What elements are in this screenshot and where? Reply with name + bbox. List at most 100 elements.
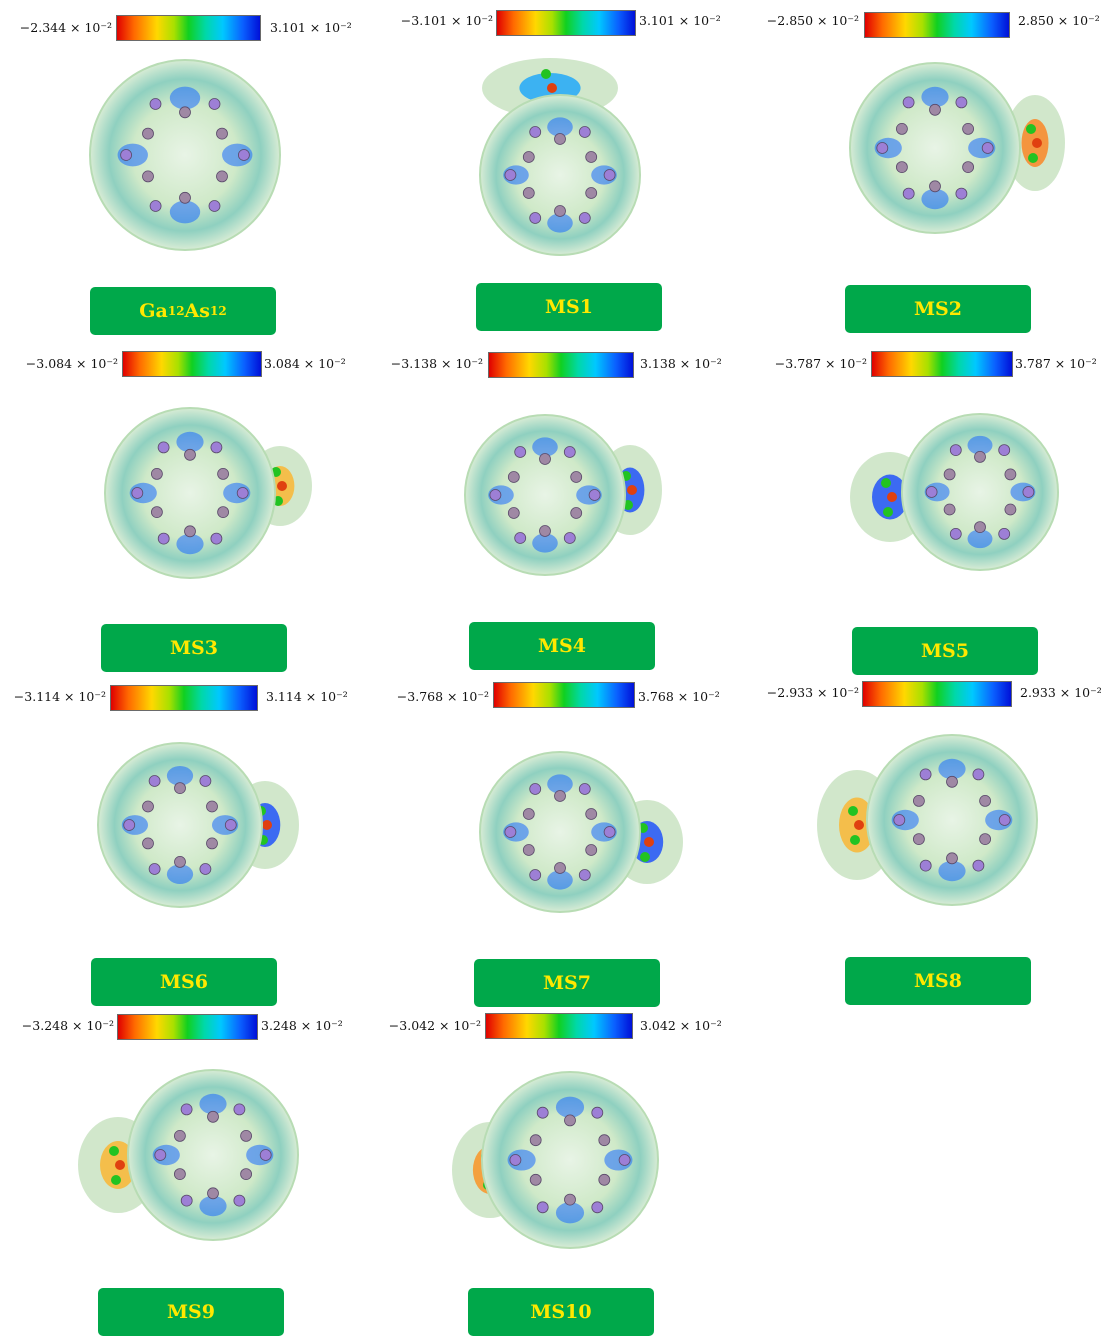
atom-ga xyxy=(570,471,583,483)
atom-as xyxy=(972,768,985,781)
atom-as xyxy=(536,1106,549,1119)
atom-as xyxy=(588,489,601,501)
esp-map-ms5 xyxy=(850,413,1059,571)
label-ms1: MS1 xyxy=(476,283,662,331)
cluster-surface xyxy=(479,94,641,256)
atom-as xyxy=(514,532,527,544)
atom-as xyxy=(157,441,170,454)
colorbar-ms9 xyxy=(117,1014,258,1040)
potential-patch xyxy=(967,435,993,455)
atom-ga xyxy=(142,800,154,813)
atom-as xyxy=(925,486,938,498)
atom-as xyxy=(120,149,132,161)
atom-as xyxy=(208,200,221,212)
esp-map-ms9 xyxy=(78,1069,299,1241)
potential-patch xyxy=(176,431,204,453)
colorbar-ms2 xyxy=(864,12,1010,38)
atom-as xyxy=(591,1201,604,1214)
potential-patch xyxy=(938,758,966,780)
label-ms6: MS6 xyxy=(91,958,277,1006)
scale-max-ms9: 3.248 × 10⁻² xyxy=(261,1018,343,1033)
potential-patch xyxy=(176,533,204,555)
atom-ga xyxy=(554,862,566,874)
atom-ga xyxy=(217,506,230,518)
scale-min-ms8: −2.933 × 10⁻² xyxy=(766,685,859,700)
atom-as xyxy=(998,444,1011,456)
atom-as xyxy=(208,98,221,110)
atom-ga xyxy=(217,468,230,480)
atom-as xyxy=(893,814,906,826)
atom-ga xyxy=(929,180,941,193)
atom-as xyxy=(131,487,144,499)
esp-map-ms7 xyxy=(479,751,683,913)
atom-ga xyxy=(554,133,566,145)
atom-ga xyxy=(207,1110,219,1123)
colorbar-ga12as12 xyxy=(116,15,261,41)
atom-as xyxy=(529,212,542,224)
atom-ga xyxy=(206,837,218,850)
atom-ga xyxy=(979,795,992,807)
atom-red xyxy=(887,492,897,502)
potential-patch xyxy=(166,765,194,786)
scale-min-ms10: −3.042 × 10⁻² xyxy=(388,1018,481,1033)
atom-ga xyxy=(896,123,908,135)
atom-as xyxy=(199,863,212,875)
atom-as xyxy=(536,1201,549,1214)
atom-as xyxy=(578,783,591,795)
atom-green xyxy=(541,69,551,79)
scale-max-ms5: 3.787 × 10⁻² xyxy=(1015,356,1097,371)
potential-patch xyxy=(547,870,573,890)
label-ms3: MS3 xyxy=(101,624,287,672)
atom-ga xyxy=(216,170,228,183)
scale-max-ms4: 3.138 × 10⁻² xyxy=(640,356,722,371)
atom-ga xyxy=(564,1193,576,1206)
atom-as xyxy=(972,859,985,872)
atom-ga xyxy=(174,855,186,868)
atom-as xyxy=(149,98,162,110)
atom-ga xyxy=(598,1134,611,1147)
atom-green xyxy=(883,507,893,517)
colorbar-ms10 xyxy=(485,1013,633,1039)
atom-as xyxy=(489,489,502,501)
atom-red xyxy=(262,820,272,830)
label-ms5: MS5 xyxy=(852,627,1038,675)
atom-as xyxy=(949,527,962,540)
scale-max-ms2: 2.850 × 10⁻² xyxy=(1018,13,1100,28)
atom-ga xyxy=(142,170,154,183)
atom-as xyxy=(902,96,915,109)
atom-as xyxy=(618,1154,631,1166)
atom-ga xyxy=(1004,468,1017,481)
atom-ga xyxy=(522,844,535,856)
scale-max-ms8: 2.933 × 10⁻² xyxy=(1020,685,1102,700)
label-ms10: MS10 xyxy=(468,1288,654,1336)
atom-green xyxy=(881,478,891,488)
atom-as xyxy=(919,768,932,781)
label-ga12as12: Ga 12 As 12 xyxy=(90,287,276,335)
atom-as xyxy=(603,169,616,181)
potential-patch xyxy=(938,860,966,882)
potential-patch xyxy=(532,533,558,553)
atom-as xyxy=(563,446,576,458)
atom-as xyxy=(504,826,517,838)
label-ga12as12-as: As xyxy=(184,300,210,322)
scale-min-ms2: −2.850 × 10⁻² xyxy=(766,13,859,28)
scale-min-ms6: −3.114 × 10⁻² xyxy=(13,689,106,704)
esp-map-ms1 xyxy=(479,58,641,256)
potential-patch xyxy=(199,1093,227,1115)
atom-ga xyxy=(240,1130,253,1142)
potential-patch xyxy=(921,86,949,108)
atom-as xyxy=(504,169,517,181)
esp-map-ms8 xyxy=(817,734,1038,906)
atom-as xyxy=(563,532,576,544)
scale-max-ms7: 3.768 × 10⁻² xyxy=(638,689,720,704)
atom-red xyxy=(627,485,637,495)
atom-green xyxy=(111,1175,121,1185)
atom-ga xyxy=(962,161,975,173)
atom-ga xyxy=(529,1173,542,1186)
potential-patch xyxy=(547,774,573,794)
atom-as xyxy=(154,1149,167,1161)
atom-ga xyxy=(554,205,566,217)
scale-min-ga12as12: −2.344 × 10⁻² xyxy=(19,20,112,35)
colorbar-ms1 xyxy=(496,10,636,36)
esp-map-ms3 xyxy=(104,407,312,579)
